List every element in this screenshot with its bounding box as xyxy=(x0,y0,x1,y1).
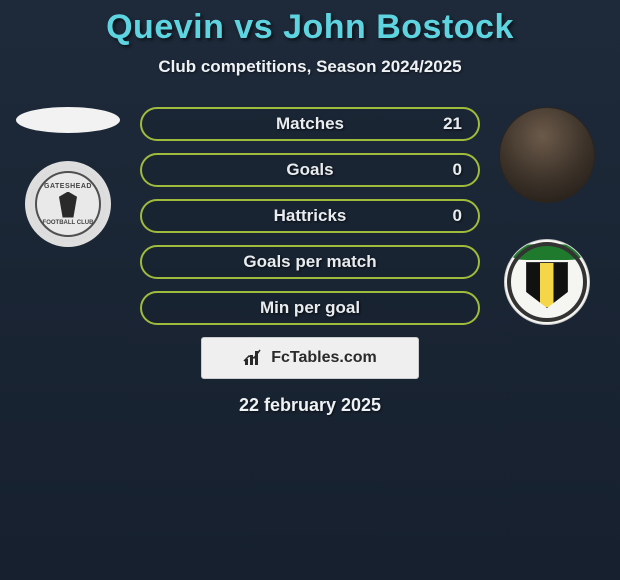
stat-value: 21 xyxy=(443,114,462,134)
footer-brand-box: FcTables.com xyxy=(201,337,419,379)
footer-brand-text: FcTables.com xyxy=(271,349,377,367)
stat-row-min-per-goal: Min per goal xyxy=(140,291,480,325)
stat-value: 0 xyxy=(453,160,462,180)
stat-row-goals: Goals 0 xyxy=(140,153,480,187)
right-club-badge xyxy=(504,239,590,325)
stat-label: Goals xyxy=(286,160,333,180)
right-player-avatar xyxy=(499,107,595,203)
left-player-column: GATESHEAD FOOTBALL CLUB xyxy=(8,107,128,247)
bar-chart-icon xyxy=(243,349,265,367)
stat-label: Min per goal xyxy=(260,298,360,318)
stat-value: 0 xyxy=(453,206,462,226)
stats-column: Matches 21 Goals 0 Hattricks 0 Goals per… xyxy=(140,107,480,325)
left-club-badge: GATESHEAD FOOTBALL CLUB xyxy=(25,161,111,247)
right-player-column xyxy=(492,107,602,325)
stat-row-goals-per-match: Goals per match xyxy=(140,245,480,279)
angel-of-north-icon xyxy=(59,192,77,218)
stat-label: Matches xyxy=(276,114,344,134)
left-club-name-top: GATESHEAD xyxy=(44,183,92,190)
stat-row-matches: Matches 21 xyxy=(140,107,480,141)
stat-row-hattricks: Hattricks 0 xyxy=(140,199,480,233)
left-player-avatar-placeholder xyxy=(16,107,120,133)
gateshead-badge-inner: GATESHEAD FOOTBALL CLUB xyxy=(35,171,101,237)
page-subtitle: Club competitions, Season 2024/2025 xyxy=(0,57,620,77)
stat-label: Goals per match xyxy=(243,252,376,272)
solihull-shield-icon xyxy=(526,262,568,308)
left-club-name-bottom: FOOTBALL CLUB xyxy=(43,220,94,226)
date-text: 22 february 2025 xyxy=(0,395,620,416)
main-area: GATESHEAD FOOTBALL CLUB Matches 21 Goals… xyxy=(0,107,620,416)
stat-label: Hattricks xyxy=(274,206,347,226)
page-title: Quevin vs John Bostock xyxy=(0,8,620,47)
infographic-root: Quevin vs John Bostock Club competitions… xyxy=(0,0,620,416)
